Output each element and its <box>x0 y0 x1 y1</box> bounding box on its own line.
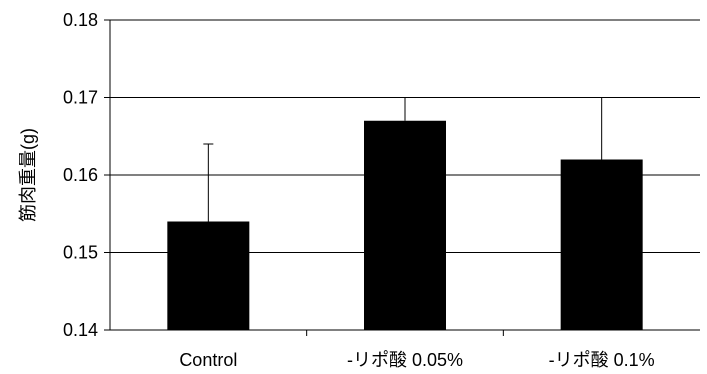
bar <box>167 221 250 330</box>
category-label: -リポ酸 0.1% <box>549 350 655 370</box>
y-tick-label: 0.14 <box>63 320 98 340</box>
axes <box>104 19 700 336</box>
y-tick-label: 0.18 <box>63 10 98 30</box>
bars <box>167 120 643 330</box>
bar <box>560 159 643 330</box>
y-tick-labels: 0.18 0.17 0.16 0.15 0.14 <box>63 10 98 340</box>
category-label: Control <box>179 350 237 370</box>
category-labels: Control -リポ酸 0.05% -リポ酸 0.1% <box>179 350 654 370</box>
category-label: -リポ酸 0.05% <box>347 350 463 370</box>
bar <box>364 120 446 330</box>
y-tick-label: 0.15 <box>63 243 98 263</box>
y-axis-label: 筋肉重量(g) <box>18 128 38 222</box>
y-tick-label: 0.16 <box>63 165 98 185</box>
error-bars <box>203 97 607 222</box>
y-tick-label: 0.17 <box>63 88 98 108</box>
